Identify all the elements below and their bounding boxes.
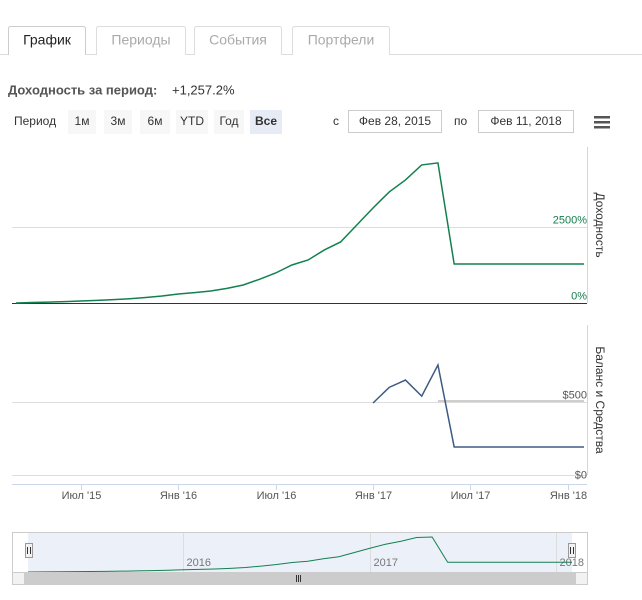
series-line <box>15 162 584 304</box>
from-date: Фев 28, 2015 <box>359 114 432 128</box>
menu-bar <box>594 126 610 129</box>
tab-label: Портфели <box>308 32 375 48</box>
menu-button[interactable] <box>594 116 610 129</box>
tab[interactable] <box>96 26 186 56</box>
tab[interactable] <box>292 26 390 56</box>
from-input[interactable] <box>348 110 442 133</box>
y-axis-title: Баланс и Средства <box>593 346 607 454</box>
y-tick-label: $0 <box>575 469 587 481</box>
range-button[interactable] <box>68 110 96 134</box>
range-button-label: Год <box>219 114 238 128</box>
range-button-label: Все <box>255 114 277 128</box>
navigator-handle[interactable] <box>25 543 33 558</box>
from-label: с <box>333 114 339 128</box>
range-button[interactable] <box>176 110 208 134</box>
y-tick-label: $500 <box>563 389 587 401</box>
x-tick-label: Янв '16 <box>160 490 197 502</box>
header-value: +1,257.2% <box>172 82 235 97</box>
navigator-selection <box>28 533 572 572</box>
header-label: Доходность за период: <box>8 82 157 97</box>
y-tick-label: 0% <box>571 290 587 302</box>
range-button-label: 3м <box>111 114 126 128</box>
range-button[interactable] <box>214 110 244 134</box>
navigator-handle[interactable] <box>568 543 576 558</box>
menu-bar <box>594 116 610 119</box>
navigator-tick-label: 2017 <box>374 557 398 569</box>
range-button[interactable] <box>250 110 282 134</box>
tab[interactable] <box>194 26 282 56</box>
y-axis-title: Доходность <box>593 192 607 257</box>
navigator-line <box>27 536 572 573</box>
range-button-label: 6м <box>148 114 163 128</box>
x-tick-label: Июл '15 <box>62 490 102 502</box>
tab-label: Периоды <box>111 32 170 48</box>
x-tick-label: Июл '17 <box>451 490 491 502</box>
range-button-label: YTD <box>180 114 204 128</box>
x-tick-label: Янв '18 <box>550 490 587 502</box>
series-line <box>372 362 584 448</box>
to-date: Фев 11, 2018 <box>490 114 562 128</box>
to-input[interactable] <box>478 110 574 133</box>
to-label: по <box>454 114 467 128</box>
x-tick-label: Янв '17 <box>355 490 392 502</box>
tab-label: График <box>23 32 72 48</box>
navigator-tick-label: 2018 <box>560 557 584 569</box>
range-label: Период <box>14 114 56 128</box>
y-tick-label: 2500% <box>553 214 587 226</box>
tab-label: События <box>209 32 267 48</box>
range-button-label: 1м <box>75 114 90 128</box>
menu-bar <box>594 121 610 124</box>
x-tick-label: Июл '16 <box>257 490 297 502</box>
range-button[interactable] <box>140 110 170 134</box>
navigator-tick-label: 2016 <box>187 557 211 569</box>
range-button[interactable] <box>104 110 132 134</box>
tab[interactable] <box>8 26 86 56</box>
